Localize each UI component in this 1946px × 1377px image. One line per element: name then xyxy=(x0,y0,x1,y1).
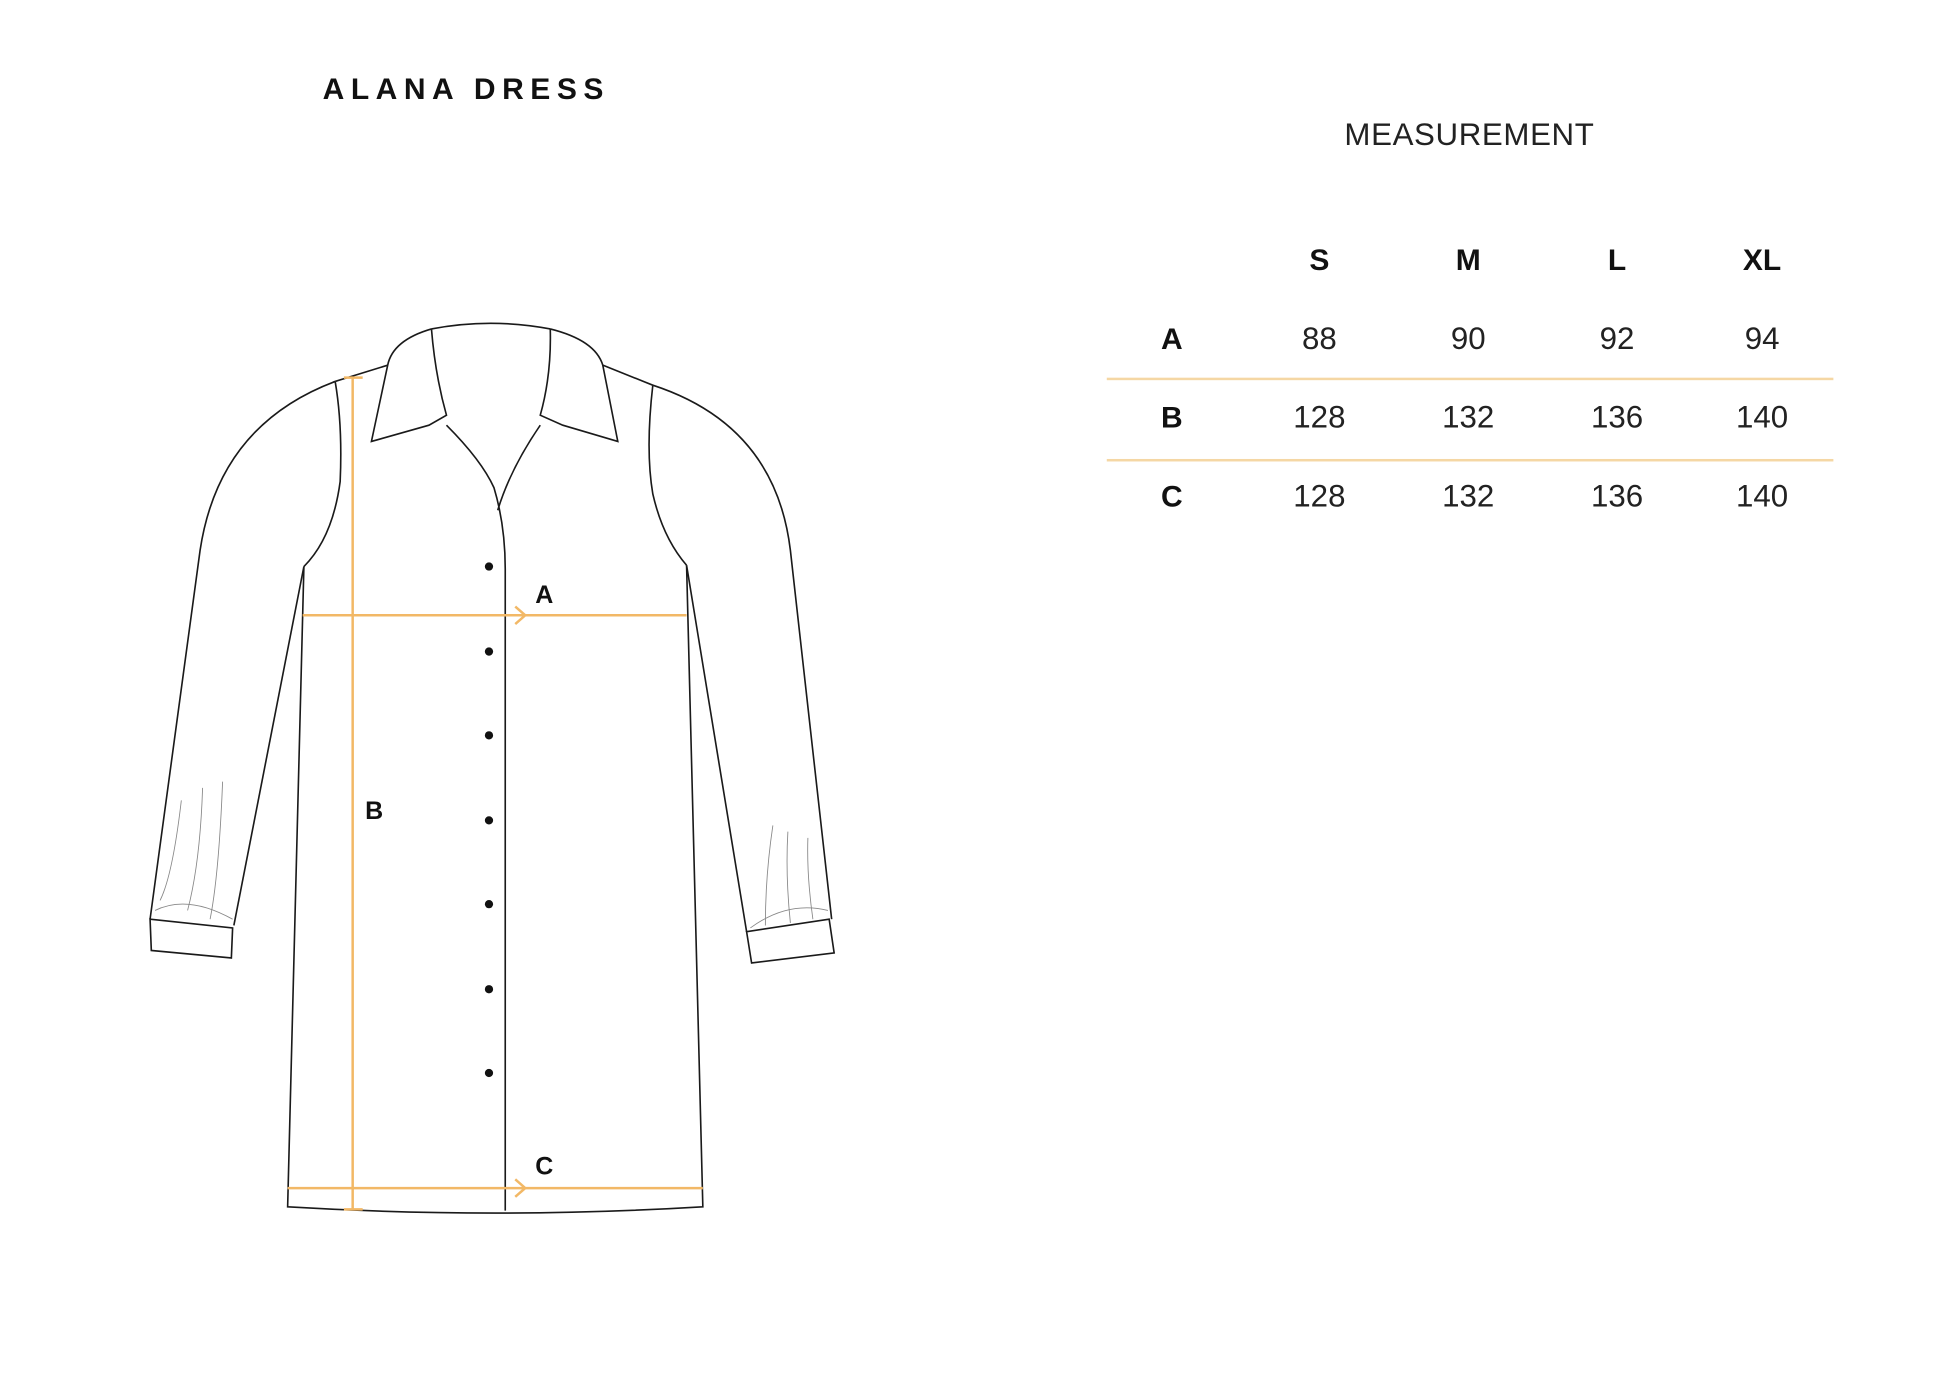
size-header-m: M xyxy=(1455,243,1481,278)
cell: 128 xyxy=(1293,400,1346,436)
cell: 92 xyxy=(1599,321,1635,357)
size-header-l: L xyxy=(1607,243,1627,278)
measure-lines xyxy=(287,376,703,1211)
button-dot xyxy=(484,900,494,909)
dress-diagram xyxy=(149,322,836,1214)
label-b: B xyxy=(365,797,384,826)
button-dot xyxy=(484,562,494,571)
product-title: ALANA DRESS xyxy=(322,72,610,107)
cell: 136 xyxy=(1590,478,1644,514)
label-a: A xyxy=(535,581,554,610)
measure-line-c xyxy=(287,1178,703,1198)
size-header-s: S xyxy=(1309,243,1330,278)
row-divider xyxy=(1106,458,1834,462)
cell: 132 xyxy=(1442,478,1495,514)
cell: 128 xyxy=(1293,478,1346,514)
label-c: C xyxy=(535,1153,554,1181)
size-header-xl: XL xyxy=(1742,243,1782,278)
button-dot xyxy=(484,647,494,656)
cell: 94 xyxy=(1744,321,1780,357)
button-dot xyxy=(484,816,494,825)
measure-line-b xyxy=(343,376,363,1211)
button-dot xyxy=(484,731,494,740)
measure-line-a xyxy=(302,605,687,625)
button-dot xyxy=(484,985,494,994)
cell: 88 xyxy=(1301,321,1337,357)
row-label: C xyxy=(1160,480,1183,514)
buttons xyxy=(484,562,494,1078)
cell: 140 xyxy=(1736,478,1789,514)
dress-outline xyxy=(149,322,836,1214)
sleeve-gathers xyxy=(154,781,829,929)
row-divider xyxy=(1106,377,1834,381)
measurement-heading: MEASUREMENT xyxy=(1344,117,1595,153)
button-dot xyxy=(484,1068,494,1078)
row-label: A xyxy=(1160,322,1183,357)
cell: 136 xyxy=(1590,400,1644,436)
cell: 132 xyxy=(1442,400,1495,436)
row-label: B xyxy=(1160,401,1183,436)
cell: 140 xyxy=(1736,400,1789,436)
cell: 90 xyxy=(1450,321,1486,357)
